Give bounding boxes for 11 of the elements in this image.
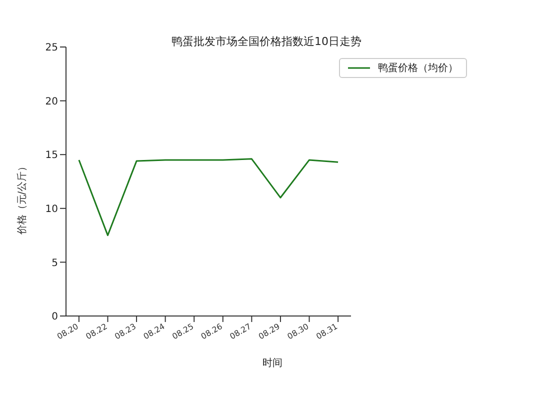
y-tick-label: 10 xyxy=(45,204,58,215)
line-series xyxy=(78,158,339,236)
y-tick-label: 25 xyxy=(45,42,58,54)
x-axis-title: 时间 xyxy=(262,356,284,370)
y-tick-label: 15 xyxy=(45,150,58,162)
y-tick-label: 5 xyxy=(52,258,58,269)
legend-label: 鸭蛋价格（均价） xyxy=(378,62,458,75)
chart-title: 鸭蛋批发市场全国价格指数近10日走势 xyxy=(172,35,362,48)
y-axis-title: 价格（元/公斤） xyxy=(16,161,29,235)
y-tick-label: 0 xyxy=(52,312,58,323)
y-tick-label: 20 xyxy=(45,96,58,108)
